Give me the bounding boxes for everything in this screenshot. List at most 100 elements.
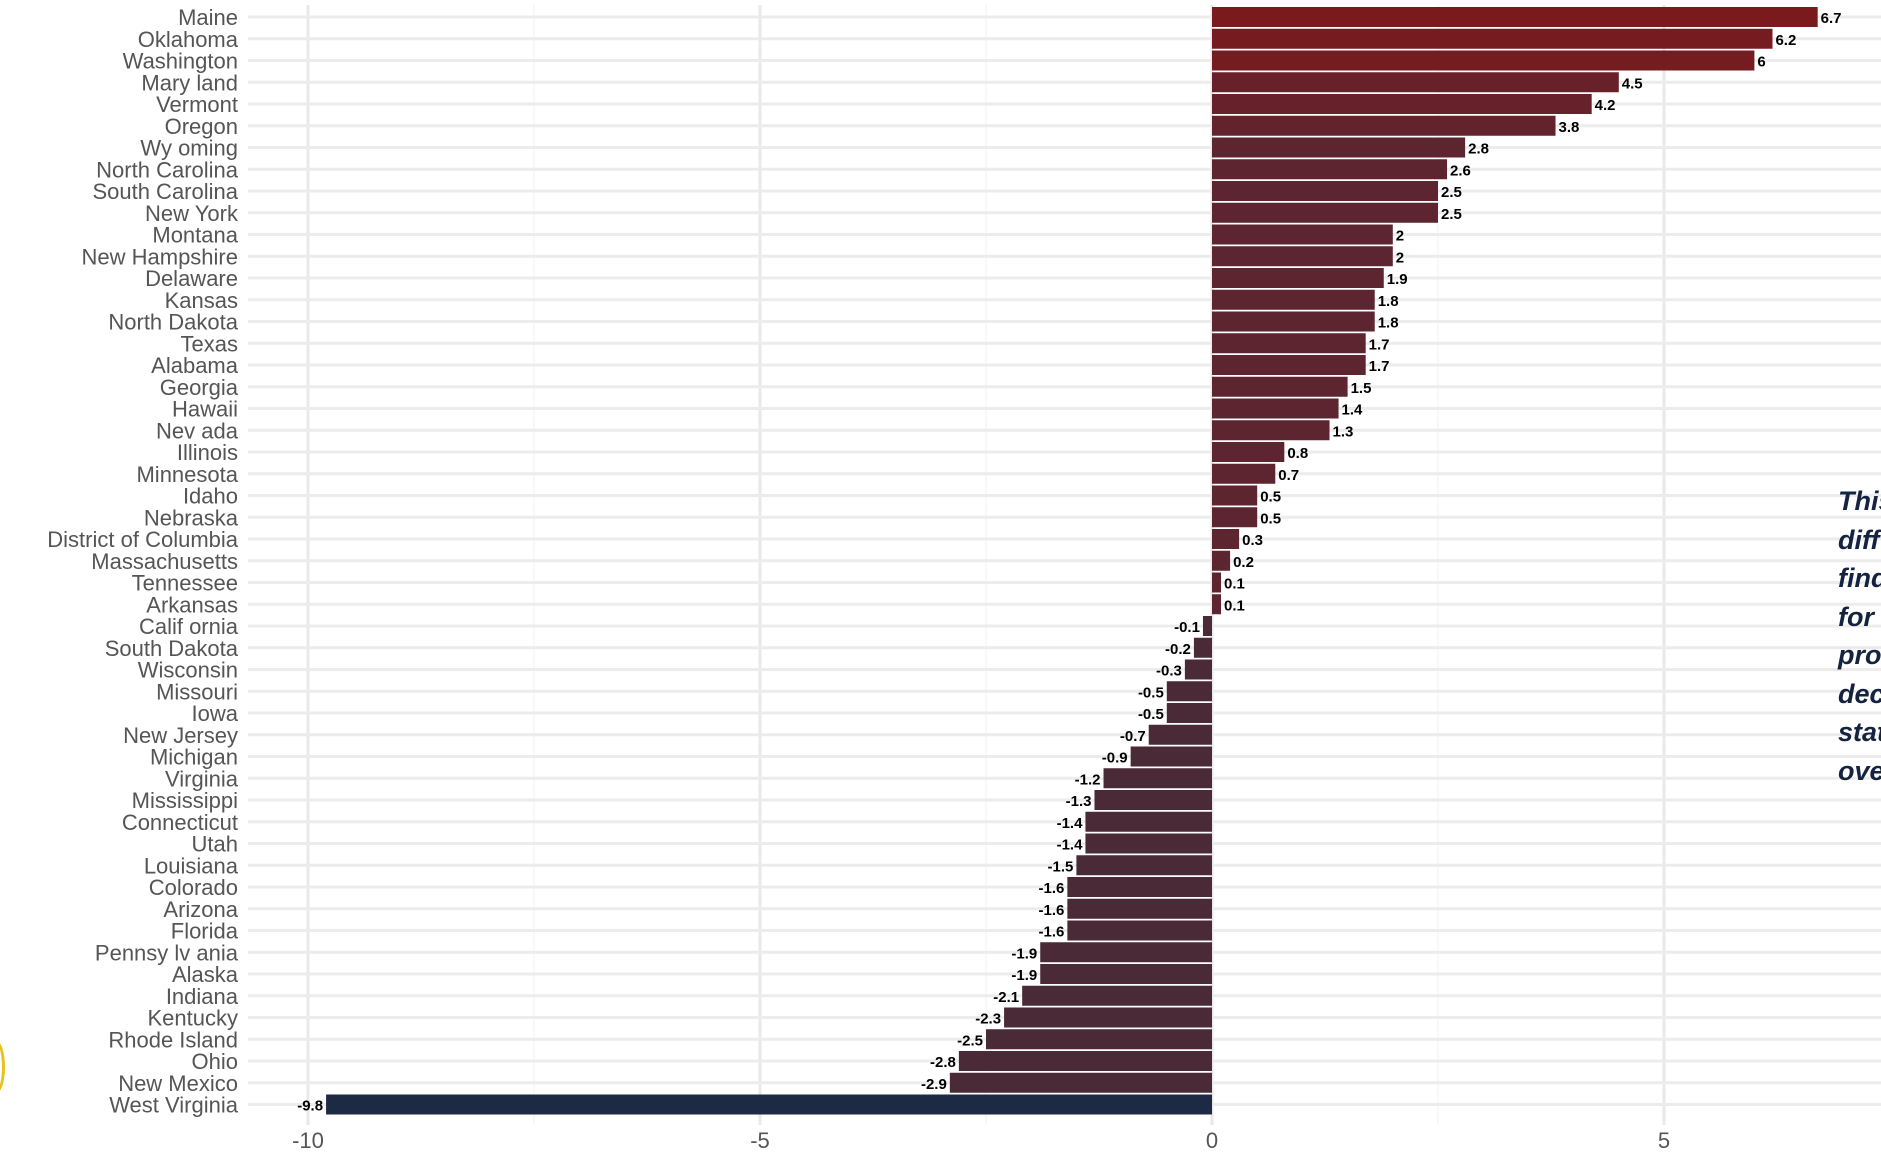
state-label: Rhode Island (108, 1027, 238, 1052)
data-label: 0.5 (1260, 510, 1281, 527)
bar (1212, 94, 1592, 114)
state-label: New Jersey (123, 723, 238, 748)
data-label: 1.7 (1369, 358, 1390, 375)
state-label: Pennsy lv ania (95, 940, 239, 965)
state-label: Louisiana (144, 853, 239, 878)
bar (1212, 442, 1285, 462)
data-label: 1.4 (1342, 402, 1364, 419)
data-label: 1.3 (1333, 423, 1354, 440)
state-label: Calif ornia (139, 614, 239, 639)
data-label: -1.9 (1011, 967, 1037, 984)
bar (1212, 50, 1755, 71)
state-label: Delaware (145, 266, 238, 291)
bar (1212, 202, 1438, 223)
bar (949, 1072, 1212, 1093)
bar (1193, 637, 1212, 658)
state-label: Oklahoma (138, 27, 239, 52)
data-label: 1.9 (1387, 271, 1408, 288)
state-label: District of Columbia (47, 527, 238, 552)
data-label: -2.5 (957, 1032, 983, 1049)
bar (1212, 355, 1366, 375)
data-label: 2.5 (1441, 184, 1462, 201)
data-label: 1.7 (1369, 336, 1390, 353)
state-label: Vermont (156, 92, 238, 117)
bar (1212, 507, 1258, 528)
state-label: Oregon (165, 114, 238, 139)
data-label: 2.6 (1450, 162, 1471, 179)
state-label: Minnesota (136, 462, 238, 487)
state-label: Mississippi (132, 788, 238, 813)
state-label: Idaho (183, 484, 238, 509)
data-label: 0.1 (1224, 576, 1245, 593)
data-label: 0.3 (1242, 532, 1263, 549)
bar (1212, 268, 1384, 288)
bar (1212, 572, 1222, 593)
state-label: Nebraska (144, 505, 239, 530)
bar (1212, 463, 1276, 484)
state-label: New Hampshire (82, 244, 239, 269)
data-label: 2.5 (1441, 206, 1462, 223)
bar (1166, 703, 1212, 723)
data-label: -1.6 (1039, 902, 1065, 919)
data-label: -1.9 (1011, 945, 1037, 962)
bar (1085, 833, 1212, 854)
bar (1130, 746, 1212, 767)
bar (326, 1094, 1213, 1115)
state-label: Alaska (172, 962, 239, 987)
bar (1022, 985, 1212, 1006)
bar (1148, 724, 1212, 745)
bar (1094, 790, 1212, 810)
bar (1212, 246, 1393, 267)
bar (1004, 1007, 1212, 1028)
data-label: -1.3 (1066, 793, 1092, 810)
data-label: -9.8 (297, 1098, 323, 1115)
data-label: 2 (1396, 228, 1404, 245)
bar (1212, 137, 1466, 158)
bar (1166, 681, 1212, 702)
state-label: Illinois (177, 440, 238, 465)
state-label: Alabama (151, 353, 239, 378)
state-label: Montana (152, 223, 238, 248)
x-tick-label: 0 (1206, 1128, 1218, 1152)
data-label: 0.7 (1278, 467, 1299, 484)
bar (1212, 529, 1240, 549)
state-label: Massachusetts (91, 549, 238, 574)
data-label: -2.9 (921, 1076, 947, 1093)
data-label: -1.5 (1048, 858, 1074, 875)
data-label: -1.4 (1057, 837, 1084, 854)
state-label: North Dakota (108, 310, 238, 335)
state-label: Wy oming (140, 136, 238, 161)
bar (1212, 376, 1348, 397)
data-label: 1.8 (1378, 293, 1399, 310)
state-label: Ohio (192, 1049, 238, 1074)
bars (326, 7, 1818, 1115)
data-label: 6.2 (1775, 32, 1796, 49)
data-label: 2 (1396, 249, 1404, 266)
bar (1085, 811, 1212, 832)
bar (1212, 594, 1222, 615)
data-label: 0.1 (1224, 597, 1245, 614)
state-label: Nev ada (156, 418, 239, 443)
state-label: Arizona (163, 897, 238, 922)
data-label: 6 (1757, 54, 1765, 71)
data-label: 3.8 (1559, 119, 1580, 136)
bar (1067, 920, 1212, 941)
value-labels: 6.7 6.2 6 4.5 4.2 3.8 2.8 2.6 2.5 2.5 2 2 1.9 1.8 1.8 1… (297, 10, 1841, 1115)
bar (958, 1051, 1212, 1071)
bar (1184, 659, 1212, 680)
state-label: South Dakota (105, 636, 239, 661)
state-label: Indiana (166, 984, 239, 1009)
data-label: -0.3 (1156, 663, 1182, 680)
bar (1212, 181, 1438, 201)
x-tick-label: -5 (750, 1128, 770, 1152)
data-label: -0.9 (1102, 750, 1128, 767)
data-label: -2.8 (930, 1054, 956, 1071)
data-label: -0.2 (1165, 641, 1191, 658)
data-label: 2.8 (1468, 141, 1489, 158)
bar (1212, 311, 1375, 332)
state-label: New Mexico (118, 1071, 238, 1096)
data-label: -1.6 (1039, 880, 1065, 897)
state-label: Tennessee (132, 571, 238, 596)
data-label: 4.2 (1595, 97, 1616, 114)
data-label: 6.7 (1821, 10, 1842, 27)
